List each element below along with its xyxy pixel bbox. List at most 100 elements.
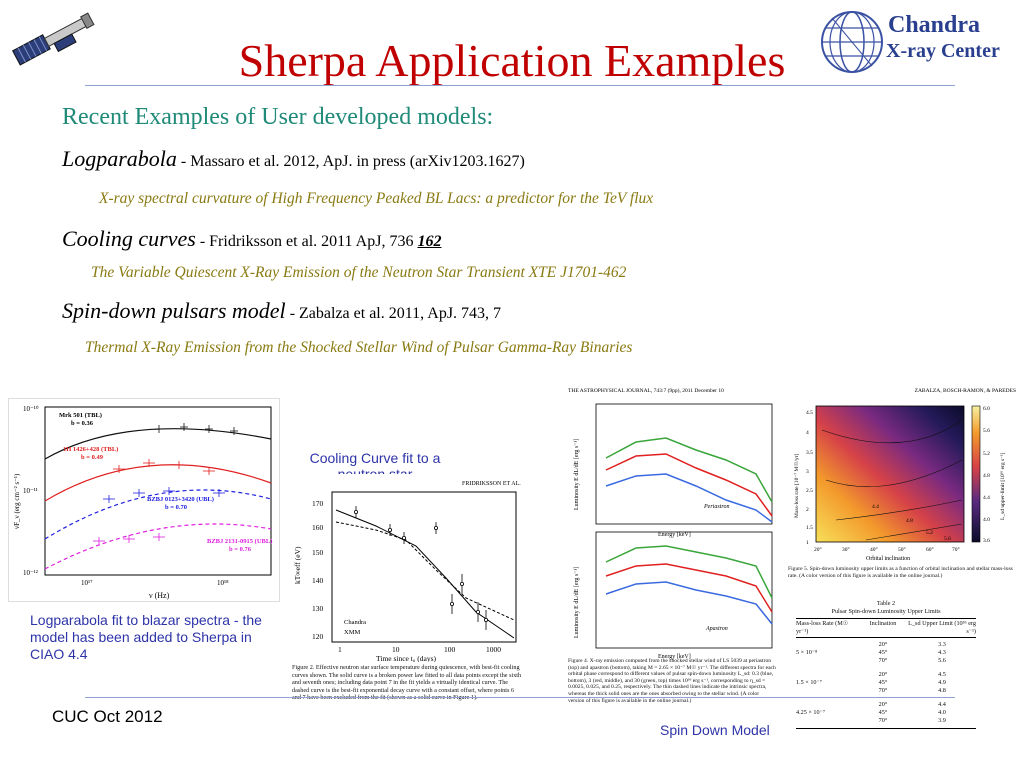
table-cell: 4.25 × 10⁻⁷ [796, 709, 826, 716]
x-tick: 30° [842, 546, 850, 553]
y-axis-label: kT∞eff (eV) [293, 546, 302, 584]
colorbar-tick: 4.8 [983, 473, 990, 479]
figure-header: ZABALZA, BOSCH-RAMON, & PAREDES [914, 388, 1016, 394]
table-cell: 70° [878, 687, 888, 694]
table-cell: 4.9 [938, 679, 946, 686]
paper-title-2: The Variable Quiescent X-Ray Emission of… [91, 264, 627, 281]
table-cell: 20° [878, 671, 888, 678]
y-tick: 10⁻¹¹ [23, 487, 38, 495]
table-cell: 4.3 [938, 649, 946, 656]
logo-subtitle: X-ray Center [886, 40, 1000, 62]
xray-spectra-figure: THE ASTROPHYSICAL JOURNAL, 743:7 (9pp), … [566, 386, 778, 722]
model-name: Logparabola [62, 146, 177, 171]
contour-label: 5.6 [944, 536, 951, 542]
x-tick: 20° [814, 546, 822, 553]
table-row: 4.25 × 10⁻⁷ 20° 45° 70° 4.4 4.0 3.9 [796, 698, 976, 729]
table-cell: 70° [878, 717, 888, 724]
series-b: b = 0.36 [71, 420, 94, 427]
table-cell: 4.5 [938, 671, 946, 678]
separator: - [176, 153, 191, 170]
paper-title-1: X-ray spectral curvature of High Frequen… [99, 190, 654, 207]
table-cell: 4.0 [938, 709, 946, 716]
figure-4-caption: Figure 4. X-ray emission computed from t… [568, 658, 776, 704]
example-cooling-curves: Cooling curves - Fridriksson et al. 2011… [62, 226, 441, 252]
colorbar-tick: 5.2 [983, 451, 990, 457]
spin-down-table: Table 2 Pulsar Spin-down Luminosity Uppe… [796, 600, 976, 729]
chandra-logo: Chandra X-ray Center [818, 6, 1018, 80]
colorbar-label: L_sd upper-limit [10³⁶ erg s⁻¹] [1000, 452, 1006, 520]
table-cell: 3.9 [938, 717, 946, 724]
colorbar-tick: 3.6 [983, 538, 990, 544]
series-b: b = 0.70 [165, 504, 187, 511]
y-axis-label: Luminosity E dL/dE [erg s⁻¹] [574, 439, 580, 510]
x-tick: 10 [392, 645, 400, 654]
y-axis-label: νF_ν (erg cm⁻² s⁻¹) [13, 473, 21, 529]
y-tick: 140 [312, 576, 324, 585]
example-spin-down: Spin-down pulsars model - Zabalza et al.… [62, 298, 501, 324]
citation-page[interactable]: 162 [417, 233, 442, 250]
table-cell: 4.8 [938, 687, 946, 694]
panel-label: Periastron [703, 504, 729, 510]
cooling-curve-figure: FRIDRIKSSON ET AL. 170 160 150 140 130 1… [286, 474, 528, 736]
paper-title-3: Thermal X-Ray Emission from the Shocked … [85, 339, 633, 356]
contour-label: 5.2 [926, 530, 933, 536]
y-tick: 150 [312, 548, 324, 557]
y-tick: 10⁻¹² [23, 569, 38, 577]
table-cell: 45° [878, 679, 888, 686]
series-b: b = 0.49 [81, 454, 104, 461]
table-cell: 1.5 × 10⁻⁷ [796, 679, 822, 686]
model-name: Cooling curves [62, 226, 196, 251]
y-tick: 2.5 [806, 488, 813, 494]
x-tick: 50° [898, 546, 906, 553]
blazar-caption: Logparabola fit to blazar spectra - the … [30, 612, 262, 662]
y-tick: 2 [806, 507, 809, 513]
x-tick: 10¹⁸ [217, 579, 229, 587]
citation: Zabalza et al. 2011, ApJ. 743, 7 [299, 305, 502, 322]
table-cell: 20° [878, 641, 888, 648]
series-b: b = 0.76 [229, 546, 252, 553]
x-axis-label: Time since t₀ (days) [376, 654, 437, 662]
citation: Fridriksson et al. 2011 ApJ, 736 [209, 233, 418, 250]
table-cell: 5 × 10⁻⁸ [796, 649, 818, 656]
footer-divider [85, 697, 955, 698]
blazar-spectra-figure: 10⁻¹⁰ 10⁻¹¹ 10⁻¹² 10¹⁷ 10¹⁸ ν (Hz) νF_ν … [8, 398, 280, 602]
separator: - [285, 305, 300, 322]
x-axis-label: Energy [keV] [658, 654, 691, 660]
panel-label: Apastron [705, 626, 728, 632]
y-tick: 3.5 [806, 450, 813, 456]
table-row: 5 × 10⁻⁸ 20° 45° 70° 3.3 4.3 5.6 [796, 638, 976, 668]
y-tick: 4.5 [806, 410, 813, 416]
chandra-globe-icon [821, 11, 883, 73]
figure-5-caption: Figure 5. Spin-down luminosity upper lim… [788, 566, 1013, 579]
table-cell: 5.6 [938, 657, 946, 664]
title-divider [85, 85, 955, 86]
table-cell: 3.3 [938, 641, 946, 648]
x-tick: 70° [952, 546, 960, 553]
legend-item: Chandra [344, 619, 366, 626]
contour-label: 4.4 [872, 504, 879, 510]
table-title: Table 2 [876, 600, 896, 607]
x-tick: 1 [338, 645, 342, 654]
y-tick: 130 [312, 604, 324, 613]
x-tick: 10¹⁷ [81, 579, 93, 587]
series-label: Mrk 501 (TBL) [59, 412, 102, 419]
x-tick: 1000 [486, 645, 501, 654]
table-cell: 45° [878, 709, 888, 716]
legend-item: XMM [344, 629, 360, 636]
x-tick: 100 [444, 645, 456, 654]
y-tick: 1.5 [806, 525, 813, 531]
spin-down-heatmap-figure: ZABALZA, BOSCH-RAMON, & PAREDES [786, 386, 1020, 596]
table-header: L_sd Upper Limit (10³⁶ erg s⁻¹) [908, 620, 976, 635]
chandra-satellite-icon [8, 8, 100, 70]
series-label: 1H 1426+428 (TBL) [63, 446, 118, 453]
logo-title: Chandra [888, 12, 981, 38]
x-axis-label: ν (Hz) [149, 591, 170, 600]
table-cell: 70° [878, 657, 888, 664]
spin-down-caption: Spin Down Model [660, 722, 770, 738]
table-header: Mass-loss Rate (M☉ yr⁻¹) [796, 620, 849, 635]
figure-header: FRIDRIKSSON ET AL. [462, 481, 521, 487]
table-cell: 45° [878, 649, 888, 656]
separator: - [195, 233, 210, 250]
colorbar-tick: 4.0 [983, 517, 990, 523]
table-header: Inclination [869, 620, 897, 627]
